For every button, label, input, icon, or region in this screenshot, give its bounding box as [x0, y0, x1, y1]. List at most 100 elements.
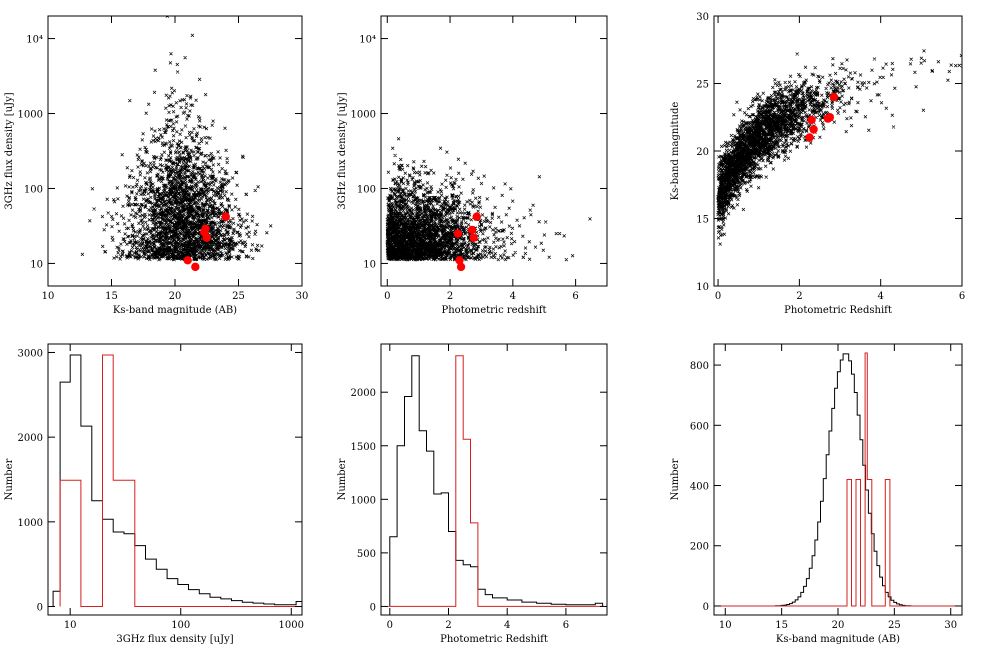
highlight-point: [809, 125, 818, 134]
panel-2: 0 2 4 6 10 100 1000 10⁴ Photometric redshift 3GHz…: [337, 15, 608, 316]
panel-6: 10 15 20 25 30 0 200 400 600 800 Ks-band magnitude…: [670, 343, 963, 645]
highlight-point: [183, 256, 192, 265]
plot-area: [716, 49, 962, 246]
y-tick-label: 500: [357, 549, 376, 560]
y-tick-label: 100: [357, 184, 376, 195]
highlight-point: [807, 115, 816, 125]
x-tick-label: 10: [42, 291, 55, 302]
y-axis-label: Number: [4, 458, 15, 500]
plot-area: [385, 137, 592, 272]
x-tick-label: 6: [572, 291, 578, 302]
y-tick-label: 2000: [351, 388, 376, 399]
y-tick-label: 1000: [351, 110, 376, 121]
scatter-cloud: [80, 16, 273, 262]
plot-area: [388, 355, 604, 607]
y-tick-label: 0: [370, 602, 376, 613]
y-axis-label: Number: [337, 458, 348, 500]
y-tick-label: 600: [690, 421, 709, 432]
highlight-point: [221, 212, 230, 221]
plot-frame: [380, 343, 608, 616]
y-tick-label: 3000: [18, 348, 43, 359]
x-tick-label: 0: [384, 291, 390, 302]
x-tick-label: 15: [775, 620, 788, 631]
x-axis-label: Photometric redshift: [442, 305, 547, 316]
y-tick-label: 10⁴: [26, 35, 43, 46]
y-axis-label: Ks-band magnitude: [670, 102, 681, 201]
scatter-cloud: [716, 49, 962, 246]
x-tick-label: 2: [796, 291, 802, 302]
x-axis-label: Ks-band magnitude (AB): [113, 305, 237, 316]
y-tick-label: 10: [30, 259, 43, 270]
y-tick-label: 200: [690, 542, 709, 553]
highlight-point: [202, 233, 211, 242]
x-tick-label: 2: [447, 291, 453, 302]
x-tick-label: 4: [510, 291, 516, 302]
x-tick-label: 15: [105, 291, 118, 302]
highlight-point: [455, 256, 464, 265]
y-tick-label: 1000: [18, 518, 43, 529]
y-axis-label: 3GHz flux density [uJy]: [337, 92, 348, 209]
x-tick-label: 1000: [279, 620, 304, 631]
x-tick-label: 0: [387, 620, 393, 631]
x-tick-label: 25: [232, 291, 245, 302]
x-axis-label: Photometric Redshift: [440, 634, 548, 645]
highlight-point: [825, 113, 835, 122]
scatter-cloud: [385, 137, 592, 262]
y-tick-label: 10: [696, 282, 709, 293]
y-tick-label: 25: [696, 80, 709, 91]
y-tick-label: 0: [703, 602, 709, 613]
plot-frame: [47, 343, 303, 616]
x-tick-label: 2: [445, 620, 451, 631]
histogram-series-1: [52, 354, 302, 607]
y-tick-label: 10⁴: [359, 35, 376, 46]
histogram-series-2: [59, 354, 302, 607]
x-tick-label: 4: [504, 620, 510, 631]
y-tick-label: 2000: [18, 433, 43, 444]
y-axis-label: 3GHz flux density [uJy]: [4, 92, 15, 209]
x-tick-label: 100: [171, 620, 190, 631]
y-tick-label: 1000: [18, 110, 43, 121]
x-tick-label: 6: [959, 291, 965, 302]
panel-5: 0 2 4 6 0 500 1000 1500 2000 Photometric Redshift…: [337, 343, 608, 645]
highlight-point: [453, 229, 463, 238]
highlight-point: [456, 262, 466, 272]
x-tick-label: 30: [296, 291, 309, 302]
panel-1: 10 15 20 25 30 10 100 1000 10⁴ Ks-band magnitude …: [4, 15, 308, 316]
x-tick-label: 4: [878, 291, 884, 302]
highlight-point: [805, 133, 814, 142]
y-tick-label: 15: [696, 215, 709, 226]
highlight-point: [829, 92, 839, 102]
x-tick-label: 20: [169, 291, 182, 302]
x-tick-label: 20: [832, 620, 845, 631]
x-tick-label: 10: [719, 620, 732, 631]
x-axis-label: Photometric Redshift: [784, 305, 892, 316]
histogram-series-1: [716, 353, 956, 607]
y-tick-label: 400: [690, 482, 709, 493]
y-tick-label: 10: [363, 259, 376, 270]
y-tick-label: 100: [24, 184, 43, 195]
highlight-point: [467, 225, 477, 235]
histogram-series-1: [389, 355, 604, 607]
y-axis-label: Number: [670, 458, 681, 500]
highlight-point: [191, 262, 200, 272]
y-tick-label: 800: [690, 361, 709, 372]
plot-frame: [380, 15, 608, 287]
panel-3: 0 2 4 6 10 15 20 25 30 Photometric Redshift Ks-ban…: [670, 12, 965, 316]
highlight-point: [201, 224, 210, 233]
x-axis-label: 3GHz flux density [uJy]: [116, 634, 233, 645]
x-tick-label: 6: [563, 620, 569, 631]
y-tick-label: 1500: [351, 442, 376, 453]
highlight-point: [469, 233, 478, 242]
x-tick-label: 25: [888, 620, 901, 631]
plot-frame: [713, 343, 963, 616]
x-tick-label: 30: [944, 620, 957, 631]
y-tick-label: 30: [696, 12, 709, 23]
histogram-series-2: [716, 352, 957, 607]
x-tick-label: 0: [715, 291, 721, 302]
x-tick-label: 10: [64, 620, 77, 631]
plot-area: [716, 352, 957, 607]
histogram-series-2: [388, 355, 603, 607]
y-tick-label: 1000: [351, 495, 376, 506]
y-tick-label: 20: [696, 147, 709, 158]
